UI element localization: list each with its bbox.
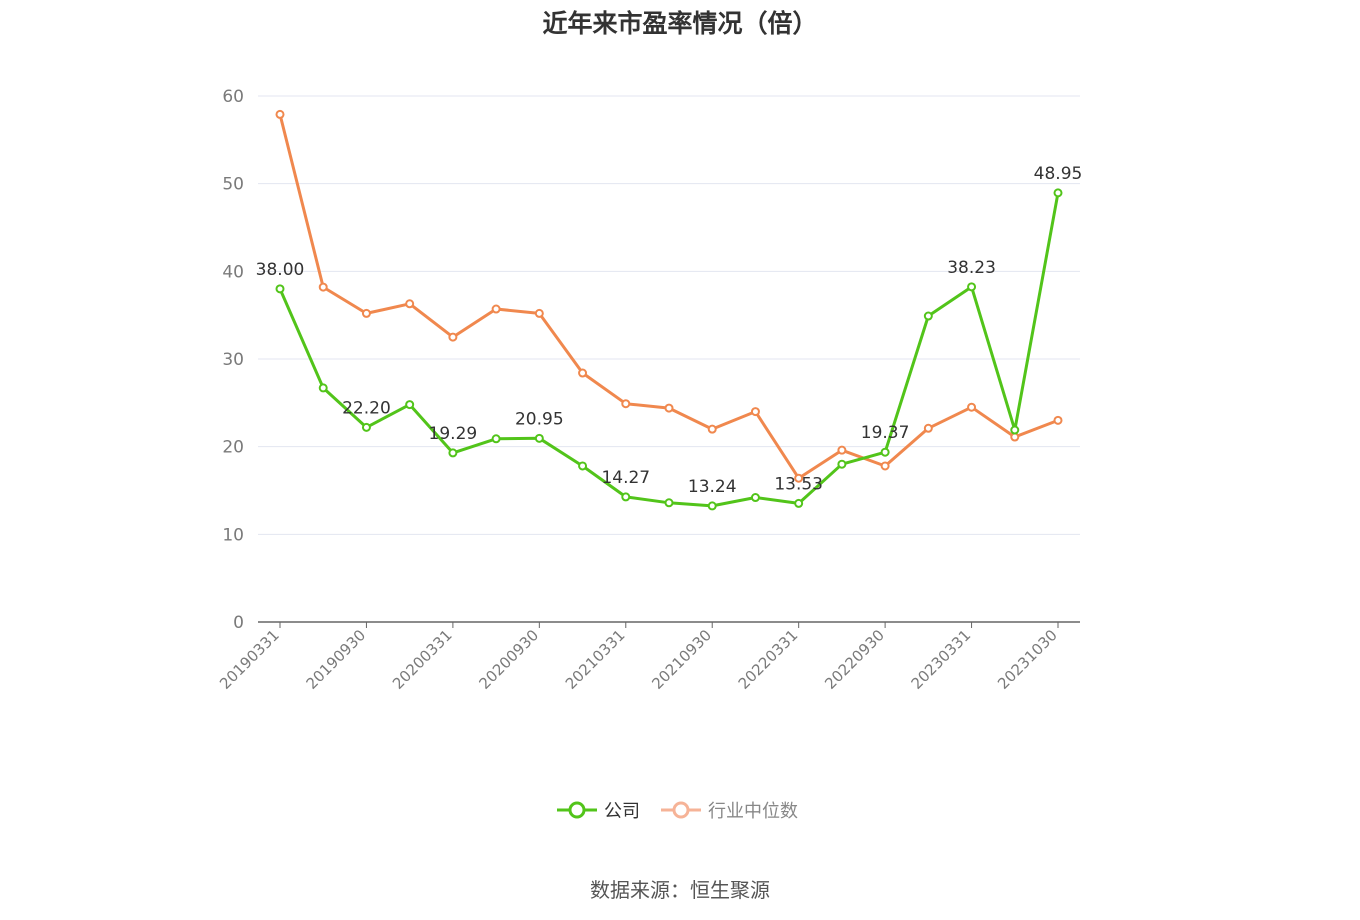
industry-data-point [1053, 415, 1063, 425]
company-data-label: 13.53 [774, 474, 823, 494]
industry-data-point [664, 403, 674, 413]
company-data-label: 38.23 [947, 258, 996, 278]
industry-data-point [578, 368, 588, 378]
industry-data-point [967, 402, 977, 412]
company-data-point [621, 492, 631, 502]
y-tick-label: 30 [222, 350, 244, 370]
company-data-point [1010, 425, 1020, 435]
company-data-label: 13.24 [688, 477, 737, 497]
x-tick-label: 20220930 [821, 626, 888, 693]
company-data-point [880, 447, 890, 457]
company-data-point [578, 461, 588, 471]
company-data-point [707, 501, 717, 511]
company-data-label: 48.95 [1034, 164, 1083, 184]
industry-data-point [1010, 432, 1020, 442]
y-tick-label: 60 [222, 87, 244, 107]
company-data-point [923, 311, 933, 321]
industry-data-point [880, 461, 890, 471]
legend-company-marker-icon [557, 801, 597, 819]
industry-data-point [923, 423, 933, 433]
data-source-note: 数据来源：恒生聚源 [590, 878, 770, 902]
x-tick-label: 20230331 [908, 626, 975, 693]
y-tick-label: 50 [222, 175, 244, 195]
x-tick-label: 20190930 [303, 626, 370, 693]
company-data-point [967, 282, 977, 292]
company-data-point [794, 498, 804, 508]
chart-title: 近年来市盈率情况（倍） [542, 9, 818, 38]
company-data-point [318, 383, 328, 393]
company-data-point [275, 284, 285, 294]
y-tick-label: 0 [233, 613, 244, 633]
company-series-line [278, 191, 1060, 508]
company-data-point [534, 433, 544, 443]
company-data-label: 38.00 [256, 260, 305, 280]
legend-item-company[interactable]: 公司 [556, 796, 640, 824]
industry-data-point [837, 445, 847, 455]
industry-data-point [405, 299, 415, 309]
company-data-point [837, 459, 847, 469]
industry-data-point [318, 282, 328, 292]
industry-data-point [275, 109, 285, 119]
company-data-label: 22.20 [342, 398, 391, 418]
x-tick-label: 20210930 [648, 626, 715, 693]
company-data-point [1053, 188, 1063, 198]
company-data-point [448, 448, 458, 458]
legend-company-label: 公司 [604, 801, 640, 822]
industry-data-point [621, 399, 631, 409]
company-data-point [491, 434, 501, 444]
x-tick-label: 20210331 [562, 626, 629, 693]
y-tick-label: 10 [222, 525, 244, 545]
company-data-point [750, 493, 760, 503]
legend-industry-marker-icon [661, 801, 701, 819]
industry-series-line [278, 112, 1060, 480]
company-data-point [405, 400, 415, 410]
company-data-point [664, 498, 674, 508]
x-tick-label: 20220331 [735, 626, 802, 693]
company-data-label: 19.37 [861, 423, 910, 443]
pe-line-chart: 0 10 20 30 40 50 60 20190331 20190930 20200331 202… [216, 87, 1083, 693]
industry-data-point [750, 407, 760, 417]
company-data-point [361, 422, 371, 432]
company-data-label: 14.27 [601, 468, 650, 488]
y-tick-label: 20 [222, 438, 244, 458]
company-data-label: 19.29 [429, 424, 478, 444]
company-data-label: 20.95 [515, 409, 564, 429]
industry-data-point [361, 308, 371, 318]
legend-item-industry[interactable]: 行业中位数 [660, 796, 798, 824]
industry-data-point [534, 308, 544, 318]
x-tick-label: 20231030 [994, 626, 1061, 693]
x-tick-label: 20190331 [216, 626, 283, 693]
legend-industry-label: 行业中位数 [708, 801, 798, 822]
industry-data-point [794, 473, 804, 483]
x-tick-label: 20200331 [389, 626, 456, 693]
industry-data-point [707, 424, 717, 434]
x-tick-label: 20200930 [475, 626, 542, 693]
industry-data-point [448, 332, 458, 342]
y-tick-label: 40 [222, 262, 244, 282]
industry-data-point [491, 304, 501, 314]
